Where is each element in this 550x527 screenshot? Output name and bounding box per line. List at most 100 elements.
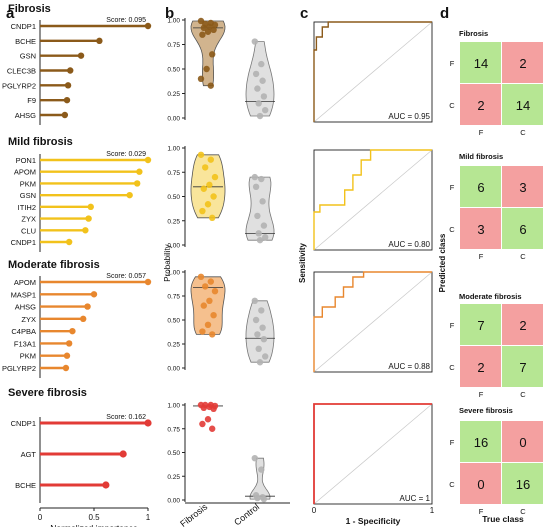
gene-label: APOM xyxy=(14,278,36,287)
fibrosis-point xyxy=(207,278,214,285)
col-label: F xyxy=(479,128,484,137)
y-tick-label: 0.00 xyxy=(167,498,180,505)
matrix-value: 14 xyxy=(474,56,488,71)
x-tick-label: 0.5 xyxy=(88,513,100,522)
gene-label: PKM xyxy=(20,352,36,361)
control-point xyxy=(254,494,261,502)
matrix-title: Severe fibrosis xyxy=(459,406,513,415)
fibrosis-point xyxy=(200,404,207,412)
y-tick-label: 0.25 xyxy=(167,342,180,349)
gene-label: AHSG xyxy=(15,303,36,312)
violin-shape xyxy=(245,41,275,117)
control-point xyxy=(251,297,258,304)
control-point xyxy=(260,495,268,503)
violin-shape xyxy=(190,20,226,87)
control-point xyxy=(256,236,264,244)
matrix-value: 16 xyxy=(474,435,488,450)
fibrosis-point xyxy=(204,201,212,208)
matrix-title: Fibrosis xyxy=(459,29,488,38)
control-point xyxy=(258,307,265,314)
probability-label: Probability xyxy=(163,244,172,281)
fibrosis-point xyxy=(204,416,212,423)
fibrosis-point xyxy=(210,26,217,33)
fibrosis-point xyxy=(199,207,206,215)
gene-label: ZYX xyxy=(21,315,36,324)
y-tick-label: 0.00 xyxy=(167,366,180,373)
gene-label: PON1 xyxy=(16,156,36,165)
matrix-value: 0 xyxy=(477,477,484,492)
control-point xyxy=(254,85,261,92)
gene-label: F9 xyxy=(27,96,36,105)
control-point xyxy=(260,336,268,343)
matrix-value: 16 xyxy=(516,477,530,492)
matrix-cell xyxy=(502,208,543,249)
y-tick-label: 0.75 xyxy=(167,42,180,49)
matrix-cell xyxy=(502,166,543,207)
col-label: C xyxy=(520,252,526,261)
roc-x-tick-label: 0 xyxy=(312,506,317,515)
col-label: C xyxy=(520,128,526,137)
matrix-value: 3 xyxy=(477,222,484,237)
gene-label: AHSG xyxy=(15,111,36,120)
control-point xyxy=(260,93,268,100)
panel-letter-a: a xyxy=(6,5,15,22)
y-tick-label: 1.00 xyxy=(167,146,180,153)
roc-curve xyxy=(313,403,432,504)
fibrosis-point xyxy=(210,405,217,412)
roc-diagonal xyxy=(313,403,433,505)
gene-label: MASP1 xyxy=(11,290,36,299)
control-point xyxy=(259,324,266,331)
matrix-title: Mild fibrosis xyxy=(459,152,503,161)
fibrosis-point xyxy=(211,173,219,181)
importance-point xyxy=(85,215,92,222)
importance-point xyxy=(63,352,71,359)
fibrosis-point xyxy=(204,28,212,35)
importance-point xyxy=(69,327,76,335)
score-label: Score: 0.057 xyxy=(106,273,146,280)
fibrosis-point xyxy=(200,185,207,192)
panel-letter-b: b xyxy=(165,5,174,22)
importance-point xyxy=(77,52,85,59)
matrix-value: 7 xyxy=(477,318,484,333)
gene-label: PKM xyxy=(20,179,36,188)
gene-label: CLEC3B xyxy=(7,67,36,76)
gene-label: CLU xyxy=(21,226,36,235)
y-tick-label: 0.75 xyxy=(167,170,180,177)
fibrosis-point xyxy=(197,273,205,280)
importance-point xyxy=(96,37,103,45)
importance-x-label: Normalized importance xyxy=(50,523,138,527)
gene-label: CNDP1 xyxy=(11,238,36,247)
matrix-value: 2 xyxy=(477,98,484,113)
gene-label: ITIH2 xyxy=(18,203,36,212)
importance-point xyxy=(61,111,69,119)
matrix-value: 3 xyxy=(519,180,526,195)
control-point xyxy=(251,455,258,462)
importance-point xyxy=(87,203,94,211)
matrix-value: 14 xyxy=(516,98,530,113)
importance-title: Severe fibrosis xyxy=(8,387,87,399)
panel-d-confusion: Fibrosis 14 2 F 2 14 C F C Mild fibrosis 6 3 F 3 6 C F C M… xyxy=(438,29,543,524)
control-point xyxy=(252,183,260,190)
gene-label: GSN xyxy=(20,191,36,200)
control-point xyxy=(262,353,269,360)
importance-point xyxy=(134,180,141,187)
score-label: Score: 0.095 xyxy=(106,17,146,24)
panel-letter-d: d xyxy=(440,5,449,22)
control-point xyxy=(256,112,264,120)
panel-c-roc: AUC = 0.95 AUC = 0.80 AUC = 0.88 AUC = 1 0 1 1… xyxy=(298,21,435,526)
auc-label: AUC = 0.95 xyxy=(388,112,430,121)
fibrosis-point xyxy=(210,193,217,200)
matrix-cell xyxy=(460,421,501,462)
gene-label: APOM xyxy=(14,168,36,177)
row-label: F xyxy=(450,438,455,447)
row-label: F xyxy=(450,321,455,330)
fibrosis-point xyxy=(204,321,212,328)
importance-point xyxy=(67,67,74,74)
importance-point xyxy=(82,227,89,234)
fibrosis-point xyxy=(207,82,214,89)
importance-point xyxy=(84,303,91,310)
matrix-value: 6 xyxy=(477,180,484,195)
gene-label: F13A1 xyxy=(14,339,36,348)
fibrosis-point xyxy=(199,31,206,38)
